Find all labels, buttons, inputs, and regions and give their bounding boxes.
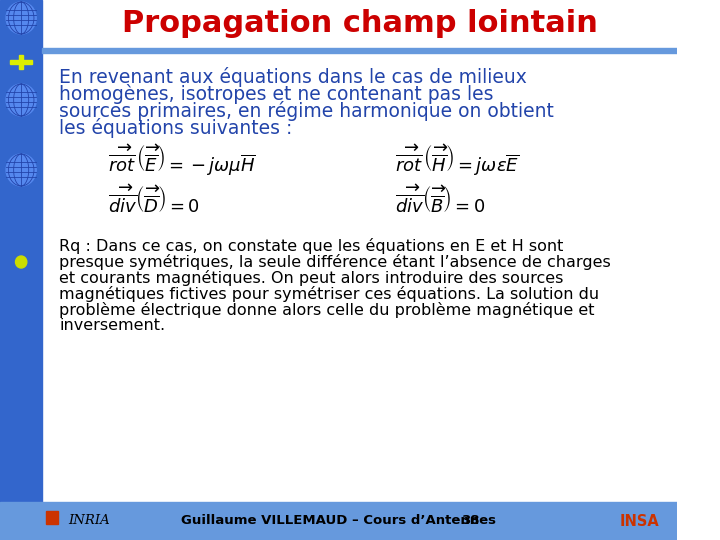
Text: INRIA: INRIA	[68, 515, 110, 528]
Text: et courants magnétiques. On peut alors introduire des sources: et courants magnétiques. On peut alors i…	[59, 270, 564, 286]
Text: problème électrique donne alors celle du problème magnétique et: problème électrique donne alors celle du…	[59, 302, 595, 318]
Bar	[46, 511, 58, 524]
Text: presque symétriques, la seule différence étant l’absence de charges: presque symétriques, la seule différence…	[59, 254, 611, 270]
Bar	[42, 48, 678, 53]
Text: les équations suivantes :: les équations suivantes :	[59, 118, 292, 138]
Bar	[19, 55, 23, 69]
Text: 38: 38	[461, 515, 480, 528]
Circle shape	[6, 84, 36, 116]
Text: $\overrightarrow{\overline{div}}\left(\overrightarrow{\overline{B}}\right)=0$: $\overrightarrow{\overline{div}}\left(\o…	[395, 185, 486, 218]
Text: En revenant aux équations dans le cas de milieux: En revenant aux équations dans le cas de…	[59, 67, 527, 87]
Text: magnétiques fictives pour symétriser ces équations. La solution du: magnétiques fictives pour symétriser ces…	[59, 286, 599, 302]
Bar	[42, 53, 678, 502]
Text: $\overrightarrow{\overline{rot}}\,\left(\overrightarrow{\overline{H}}\right)=j\o: $\overrightarrow{\overline{rot}}\,\left(…	[395, 143, 519, 178]
Circle shape	[16, 256, 27, 268]
Text: inversement.: inversement.	[59, 318, 166, 333]
Text: Rq : Dans ce cas, on constate que les équations en E et H sont: Rq : Dans ce cas, on constate que les éq…	[59, 238, 564, 254]
Bar	[0, 0, 42, 540]
Bar	[10, 60, 32, 64]
Circle shape	[6, 2, 36, 34]
Text: Propagation champ lointain: Propagation champ lointain	[122, 10, 598, 38]
Text: $\overrightarrow{\overline{div}}\left(\overrightarrow{\overline{D}}\right)=0$: $\overrightarrow{\overline{div}}\left(\o…	[108, 185, 200, 218]
Text: homogènes, isotropes et ne contenant pas les: homogènes, isotropes et ne contenant pas…	[59, 84, 494, 104]
Bar	[0, 502, 678, 540]
Bar	[42, 0, 678, 48]
Text: Guillaume VILLEMAUD – Cours d’Antennes: Guillaume VILLEMAUD – Cours d’Antennes	[181, 515, 496, 528]
Text: INSA: INSA	[620, 514, 660, 529]
Circle shape	[6, 154, 36, 186]
Text: $\overrightarrow{\overline{rot}}\,\left(\overrightarrow{\overline{E}}\right)=-j\: $\overrightarrow{\overline{rot}}\,\left(…	[108, 143, 256, 178]
Text: sources primaires, en régime harmonique on obtient: sources primaires, en régime harmonique …	[59, 101, 554, 121]
